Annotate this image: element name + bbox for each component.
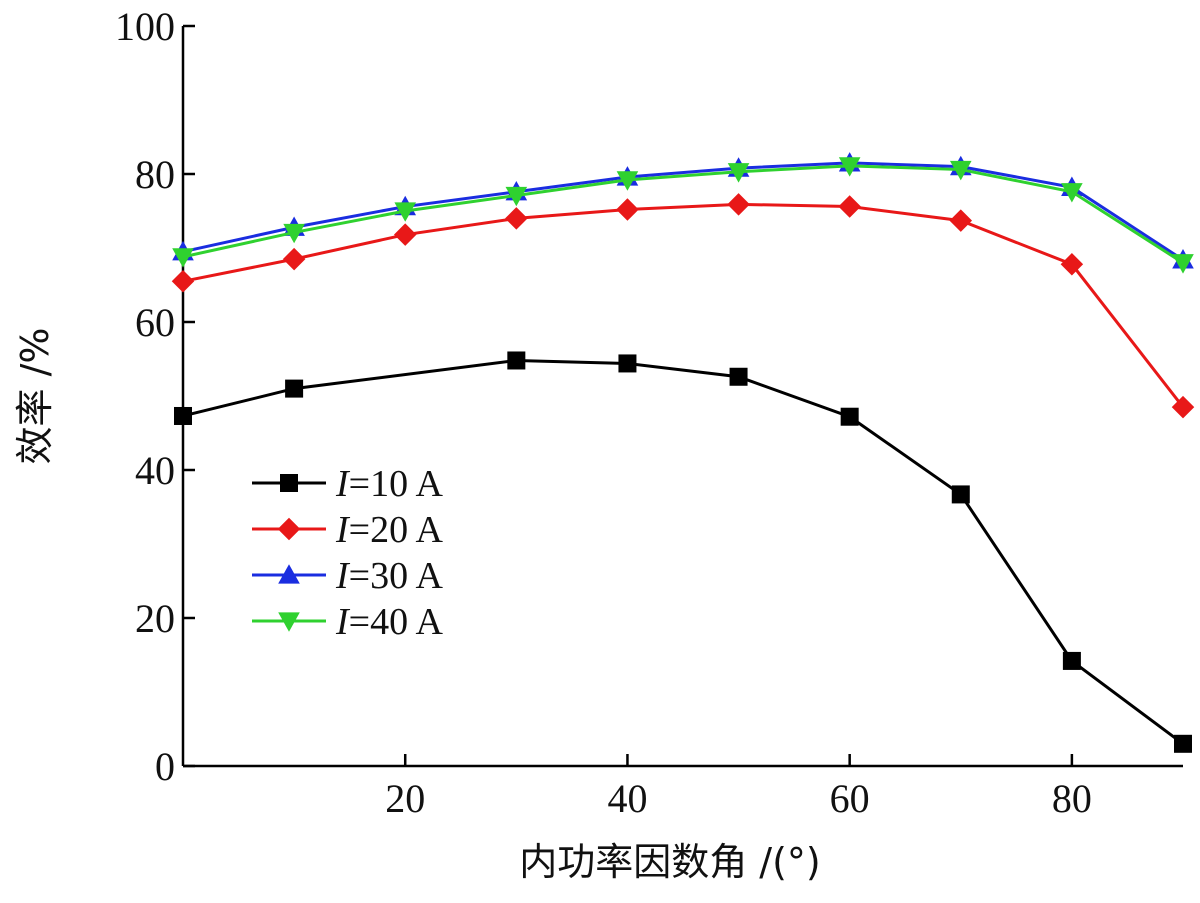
legend-label: I=20 A <box>335 509 443 551</box>
y-axis-title: 效率 /% <box>13 328 57 465</box>
legend-item: I=20 A <box>252 509 443 551</box>
series-group <box>171 152 1195 753</box>
series-line <box>182 164 1184 265</box>
legend: I=10 AI=20 AI=30 AI=40 A <box>252 463 443 643</box>
data-point-diamond <box>838 195 861 218</box>
data-point-triangle-up <box>278 564 300 584</box>
data-point-diamond <box>171 270 195 293</box>
legend-label: I=30 A <box>335 555 443 597</box>
series-i-10-a <box>174 351 1192 753</box>
data-point-triangle-down <box>172 248 194 268</box>
data-point-square <box>174 406 192 425</box>
data-point-diamond <box>727 193 750 216</box>
series-i-20-a <box>171 193 1195 419</box>
data-point-diamond <box>616 198 639 221</box>
series-line <box>182 358 1184 746</box>
y-tick-label: 60 <box>135 300 175 345</box>
data-point-square <box>507 351 526 370</box>
legend-item: I=10 A <box>252 463 443 505</box>
y-tick-label: 0 <box>155 744 175 789</box>
series-line <box>182 161 1184 262</box>
x-tick-label: 20 <box>385 776 425 821</box>
legend-item: I=40 A <box>252 601 443 643</box>
data-point-triangle-down <box>727 163 750 183</box>
data-point-triangle-down <box>278 612 300 632</box>
y-tick-label: 40 <box>135 448 175 493</box>
data-point-triangle-down <box>394 202 417 222</box>
legend-item: I=30 A <box>252 555 443 597</box>
data-point-triangle-down <box>1172 254 1194 274</box>
data-point-square <box>729 367 748 386</box>
x-tick-label: 80 <box>1052 776 1092 821</box>
data-point-triangle-down <box>283 223 305 244</box>
data-point-diamond <box>393 223 417 246</box>
data-point-diamond <box>1171 395 1195 419</box>
legend-label: I=40 A <box>335 601 443 643</box>
y-tick-label: 100 <box>115 4 175 49</box>
axes: 0 20 40 60 80 100 20 40 60 80 <box>115 4 1183 821</box>
data-point-diamond <box>949 209 973 232</box>
data-point-square <box>840 407 859 426</box>
data-point-triangle-down <box>505 186 528 207</box>
x-tick-label: 60 <box>830 776 870 821</box>
data-point-square <box>1174 734 1192 753</box>
series-line <box>182 202 1185 409</box>
data-point-square <box>951 485 970 504</box>
y-tick-label: 80 <box>135 152 175 197</box>
data-point-square <box>618 354 637 373</box>
data-point-diamond <box>1060 253 1084 276</box>
y-tick-label: 20 <box>135 596 175 641</box>
legend-label: I=10 A <box>335 463 443 505</box>
data-point-triangle-down <box>949 160 972 181</box>
data-point-square <box>1062 651 1081 670</box>
data-point-diamond <box>282 247 306 271</box>
data-point-diamond <box>277 517 301 541</box>
data-point-triangle-down <box>838 157 861 177</box>
data-point-diamond <box>505 207 528 230</box>
x-tick-label: 40 <box>607 776 647 821</box>
data-point-triangle-down <box>616 171 639 191</box>
data-point-square <box>280 474 298 492</box>
data-point-triangle-down <box>1061 183 1083 203</box>
data-point-square <box>285 379 304 398</box>
x-axis-title: 内功率因数角 /(°) <box>519 840 821 884</box>
series-i-40-a <box>172 157 1194 274</box>
